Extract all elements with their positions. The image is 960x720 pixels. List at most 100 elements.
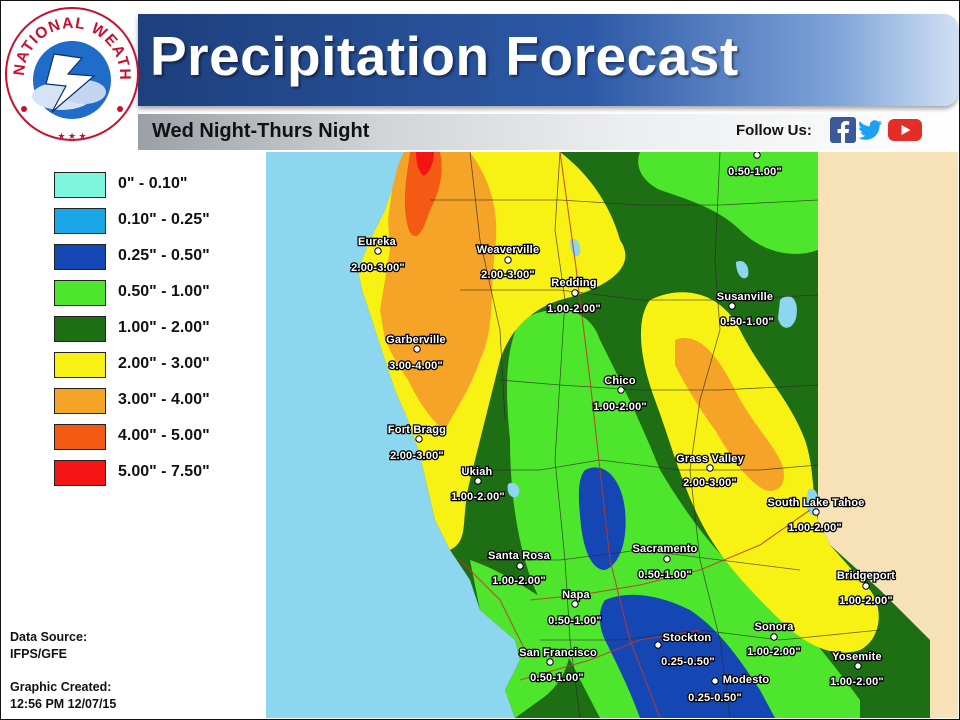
city-label: Chico 1.00-2.00": [592, 374, 648, 415]
graphic-created-value: 12:56 PM 12/07/15: [10, 697, 117, 711]
city-label: Fort Bragg 2.00-3.00": [387, 423, 448, 464]
legend-item: 1.00" - 2.00": [54, 316, 254, 344]
legend-label: 2.00" - 3.00": [118, 355, 210, 372]
legend-swatch: [54, 388, 106, 414]
lake-clear: [507, 482, 520, 498]
nws-logo: NATIONAL WEATHER SERVICE ★ ★ ★: [2, 4, 139, 141]
svg-text:Bridgeport: Bridgeport: [837, 570, 895, 582]
lake-goose: [736, 260, 749, 279]
legend-item: 0.50" - 1.00": [54, 280, 254, 308]
legend-swatch: [54, 460, 106, 486]
legend-item: 0" - 0.10": [54, 172, 254, 200]
legend-label: 0.50" - 1.00": [118, 283, 210, 300]
data-source-value: IFPS/GFE: [10, 647, 67, 661]
city-label: Ukiah 1.00-2.00": [450, 465, 506, 505]
svg-text:Weaverville: Weaverville: [477, 244, 540, 256]
legend-swatch: [54, 316, 106, 342]
precip-zone-0.25-0.5-sac: [578, 467, 626, 570]
svg-text:3.00-4.00": 3.00-4.00": [389, 360, 443, 372]
city-label: Modesto 0.25-0.50": [687, 673, 771, 706]
svg-text:South Lake Tahoe: South Lake Tahoe: [767, 497, 864, 509]
youtube-icon[interactable]: [888, 117, 922, 143]
svg-text:2.00-3.00": 2.00-3.00": [351, 262, 405, 274]
legend-swatch: [54, 208, 106, 234]
svg-text:Grass Valley: Grass Valley: [676, 453, 745, 465]
svg-text:Fort Bragg: Fort Bragg: [388, 424, 446, 436]
legend-swatch: [54, 424, 106, 450]
svg-text:1.00-2.00": 1.00-2.00": [830, 676, 884, 688]
svg-text:Yosemite: Yosemite: [832, 651, 882, 663]
legend-label: 5.00" - 7.50": [118, 463, 210, 480]
twitter-icon[interactable]: [857, 117, 883, 143]
svg-text:2.00-3.00": 2.00-3.00": [390, 450, 444, 462]
svg-text:0.50-1.00": 0.50-1.00": [530, 672, 584, 684]
precip-zone-0.5-1: [507, 309, 860, 718]
highways: [459, 152, 811, 718]
subtitle-bar: [138, 114, 958, 150]
precip-zone-0.5-1-ne: [638, 152, 818, 254]
legend-label: 0" - 0.10": [118, 175, 188, 192]
facebook-icon[interactable]: [830, 117, 856, 143]
svg-text:0.25-0.50": 0.25-0.50": [661, 656, 715, 668]
svg-text:Redding: Redding: [551, 277, 596, 289]
legend-label: 0.10" - 0.25": [118, 211, 210, 228]
city-label: Napa 0.50-1.00": [547, 588, 603, 629]
svg-text:1.00-2.00": 1.00-2.00": [747, 646, 801, 658]
legend-item: 2.00" - 3.00": [54, 352, 254, 380]
legend-item: 5.00" - 7.50": [54, 460, 254, 488]
legend-item: 3.00" - 4.00": [54, 388, 254, 416]
legend-label: 1.00" - 2.00": [118, 319, 210, 336]
lake-almanor: [778, 296, 797, 328]
city-label: Sacramento 0.50-1.00": [631, 542, 698, 583]
svg-text:0.50-1.00": 0.50-1.00": [638, 569, 692, 581]
legend-swatch: [54, 280, 106, 306]
svg-text:0.50-1.00": 0.50-1.00": [728, 166, 782, 178]
legend-swatch: [54, 172, 106, 198]
forecast-period: Wed Night-Thurs Night: [152, 120, 370, 142]
city-label: Redding 1.00-2.00": [546, 276, 602, 317]
precip-zone-4-5: [404, 152, 442, 236]
precip-map: 0.50-1.00" Eureka 2.00-3.00" Weaverville…: [266, 152, 958, 718]
city-label: San Francisco 0.50-1.00": [518, 646, 598, 686]
legend-label: 0.25" - 0.50": [118, 247, 210, 264]
city-label: Grass Valley 2.00-3.00": [675, 452, 746, 491]
svg-text:0.50-1.00": 0.50-1.00": [548, 615, 602, 627]
svg-text:1.00-2.00": 1.00-2.00": [451, 491, 505, 503]
legend-label: 4.00" - 5.00": [118, 427, 210, 444]
precip-zone-5-7.5: [416, 152, 434, 176]
svg-text:1.00-2.00": 1.00-2.00": [788, 522, 842, 534]
svg-text:1.00-2.00": 1.00-2.00": [839, 595, 893, 607]
svg-text:0.50-1.00": 0.50-1.00": [720, 316, 774, 328]
legend-swatch: [54, 244, 106, 270]
svg-text:Modesto: Modesto: [723, 674, 770, 686]
svg-text:2.00-3.00": 2.00-3.00": [683, 477, 737, 489]
svg-text:1.00-2.00": 1.00-2.00": [547, 303, 601, 315]
city-label: Bridgeport 1.00-2.00": [836, 569, 897, 609]
nevada: [818, 152, 958, 718]
svg-text:Chico: Chico: [604, 375, 636, 387]
city-label: South Lake Tahoe 1.00-2.00": [766, 496, 866, 536]
svg-text:Sacramento: Sacramento: [633, 543, 698, 555]
graphic-created-label: Graphic Created:: [10, 680, 112, 694]
legend-item: 4.00" - 5.00": [54, 424, 254, 452]
svg-text:★ ★ ★: ★ ★ ★: [57, 131, 86, 141]
legend-swatch: [54, 352, 106, 378]
svg-text:0.25-0.50": 0.25-0.50": [688, 692, 742, 704]
svg-text:Santa Rosa: Santa Rosa: [488, 550, 551, 562]
svg-text:San Francisco: San Francisco: [519, 647, 597, 659]
city-label: Stockton 0.25-0.50": [654, 631, 716, 669]
data-source-label: Data Source:: [10, 630, 88, 644]
city-label: Eureka 2.00-3.00": [350, 235, 406, 276]
city-label: Weaverville 2.00-3.00": [475, 243, 540, 283]
svg-text:Eureka: Eureka: [358, 236, 397, 248]
legend-label: 3.00" - 4.00": [118, 391, 210, 408]
city-label: 0.50-1.00": [727, 152, 783, 179]
svg-text:Susanville: Susanville: [717, 291, 773, 303]
precip-zone-0.5-1-coast: [470, 560, 571, 718]
svg-text:2.00-3.00": 2.00-3.00": [481, 269, 535, 281]
city-label: Sonora 1.00-2.00": [746, 620, 802, 660]
city-label: Susanville 0.50-1.00": [715, 290, 774, 330]
follow-us-label: Follow Us:: [736, 122, 812, 139]
precip-zone-0.25-0.5-sj: [599, 594, 775, 718]
city-label: Santa Rosa 1.00-2.00": [487, 549, 552, 589]
